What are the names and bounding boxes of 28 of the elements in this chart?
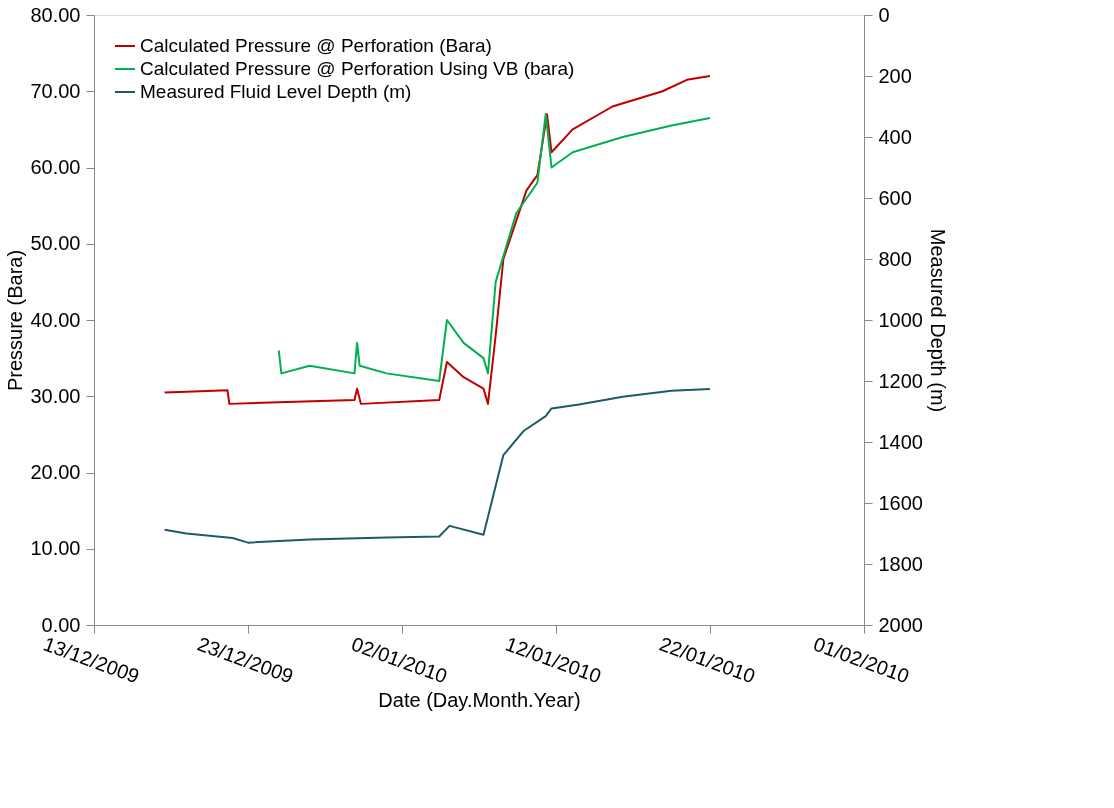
y2-tick-label: 400 <box>878 125 912 148</box>
x-axis-title: Date (Day.Month.Year) <box>378 689 581 712</box>
y-tick-label: 50.00 <box>30 232 81 255</box>
y2-tick-label: 0 <box>878 3 890 26</box>
y-tick-label: 80.00 <box>30 3 81 26</box>
y2-tick-label: 600 <box>878 186 912 209</box>
y2-tick-label: 1800 <box>878 552 923 575</box>
y2-tick-label: 1600 <box>878 491 923 514</box>
y2-tick-label: 2000 <box>878 613 923 636</box>
y-tick-label: 0.00 <box>41 613 81 636</box>
legend-label: Measured Fluid Level Depth (m) <box>140 81 412 102</box>
y-tick-label: 60.00 <box>30 156 81 178</box>
y2-tick-label: 1200 <box>878 369 923 392</box>
y2-axis-title: Measured Depth (m) <box>926 228 949 413</box>
y-tick-label: 30.00 <box>30 384 81 407</box>
line-series <box>163 387 711 544</box>
y2-tick-label: 200 <box>878 64 912 87</box>
legend-label: Calculated Pressure @ Perforation (Bara) <box>140 35 492 56</box>
y-tick-label: 10.00 <box>30 537 81 560</box>
legend-label: Calculated Pressure @ Perforation Using VB (bara) <box>140 58 575 79</box>
y2-tick-label: 1000 <box>878 308 923 331</box>
y-tick-label: 40.00 <box>30 308 81 331</box>
y-tick-label: 70.00 <box>30 79 81 102</box>
y2-tick-label: 1400 <box>878 430 923 453</box>
y-axis-title: Pressure (Bara) <box>4 249 27 392</box>
y2-tick-label: 800 <box>878 247 912 270</box>
y-tick-label: 20.00 <box>30 461 81 483</box>
line-series <box>277 113 711 382</box>
